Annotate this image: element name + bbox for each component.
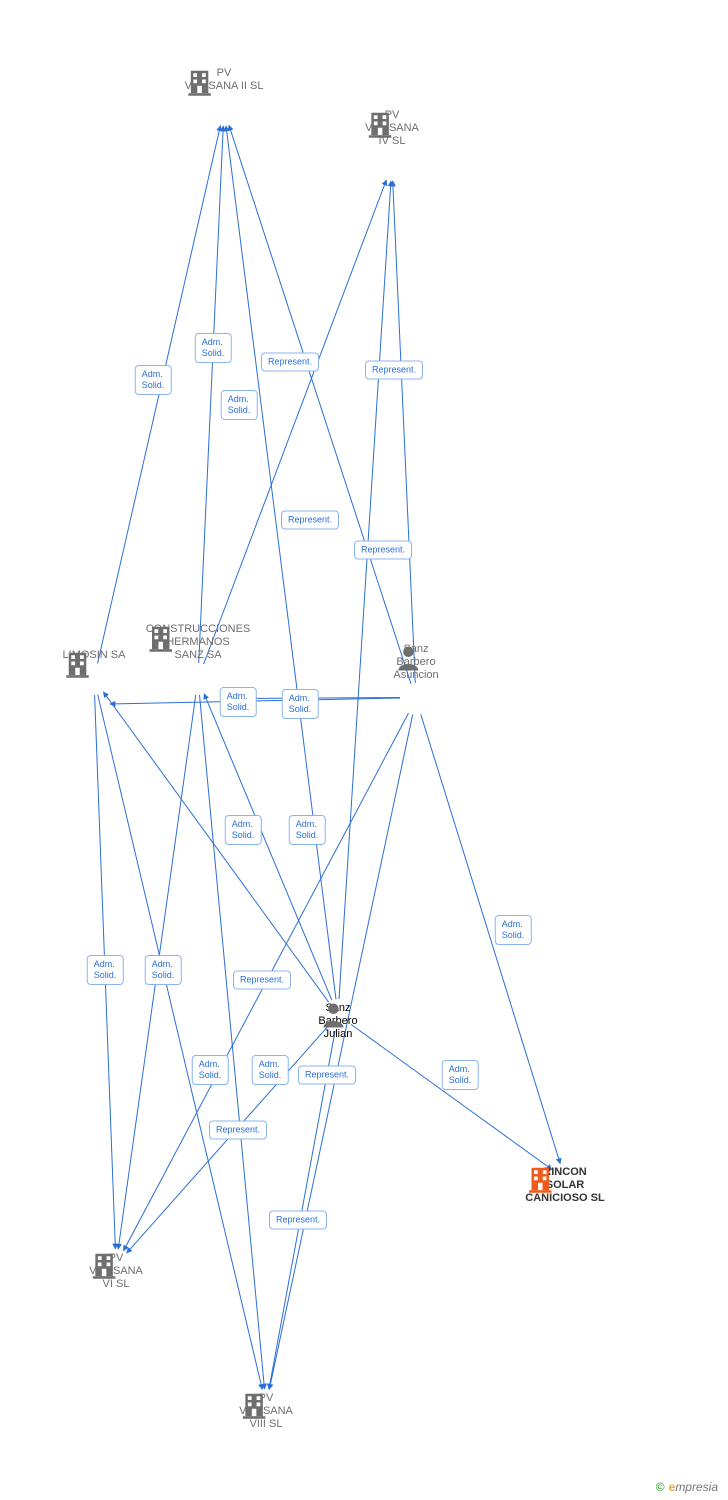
person-node-julian[interactable]: SanzBarberoJulian bbox=[318, 1000, 357, 1041]
company-node-pv8[interactable]: PVVILASANAVIII SL bbox=[239, 1390, 293, 1431]
edge-label: Adm.Solid. bbox=[192, 1055, 229, 1085]
edge bbox=[421, 714, 561, 1163]
edge-label: Adm.Solid. bbox=[145, 955, 182, 985]
edge-label: Adm.Solid. bbox=[221, 390, 258, 420]
network-diagram: PVVILASANA II SL PVVILASANAIV SL LIMOSIN… bbox=[0, 0, 728, 1500]
company-node-rincon[interactable]: RINCONSOLARCANICIOSO SL bbox=[525, 1164, 604, 1205]
edge-label: Represent. bbox=[281, 511, 339, 530]
edge-label: Adm.Solid. bbox=[87, 955, 124, 985]
edge-label: Adm.Solid. bbox=[135, 365, 172, 395]
company-node-pv6[interactable]: PVVILASANAVI SL bbox=[89, 1250, 143, 1291]
watermark-rest: mpresia bbox=[675, 1480, 718, 1494]
edge-label: Adm.Solid. bbox=[442, 1060, 479, 1090]
edge-label: Adm.Solid. bbox=[495, 915, 532, 945]
edge-label: Adm.Solid. bbox=[225, 815, 262, 845]
edge-label: Represent. bbox=[269, 1211, 327, 1230]
edge-label: Represent. bbox=[233, 971, 291, 990]
person-node-asuncion[interactable]: SanzBarberoAsuncion bbox=[393, 643, 438, 684]
copyright-icon: © bbox=[656, 1480, 665, 1494]
edge-label: Represent. bbox=[354, 541, 412, 560]
edge bbox=[351, 1024, 552, 1169]
company-node-limosin[interactable]: LIMOSIN SA bbox=[63, 649, 126, 664]
edge-label: Represent. bbox=[209, 1121, 267, 1140]
edge bbox=[339, 181, 391, 999]
watermark: ©empresia bbox=[656, 1480, 718, 1494]
edge bbox=[199, 695, 264, 1389]
edge-label: Adm.Solid. bbox=[282, 689, 319, 719]
edge bbox=[204, 180, 387, 664]
company-node-pv2[interactable]: PVVILASANA II SL bbox=[185, 67, 264, 95]
edge-label: Represent. bbox=[365, 361, 423, 380]
edge-label: Adm.Solid. bbox=[220, 687, 257, 717]
edge-label: Adm.Solid. bbox=[195, 333, 232, 363]
company-node-pv4[interactable]: PVVILASANAIV SL bbox=[365, 109, 419, 150]
edge-label: Represent. bbox=[261, 353, 319, 372]
edge-label: Adm.Solid. bbox=[252, 1055, 289, 1085]
company-node-cons[interactable]: CONSTRUCCIONESHERMANOSSANZ SA bbox=[146, 623, 251, 664]
edge-label: Represent. bbox=[298, 1066, 356, 1085]
edge-label: Adm.Solid. bbox=[289, 815, 326, 845]
edge bbox=[103, 692, 328, 1002]
edge bbox=[393, 181, 416, 683]
